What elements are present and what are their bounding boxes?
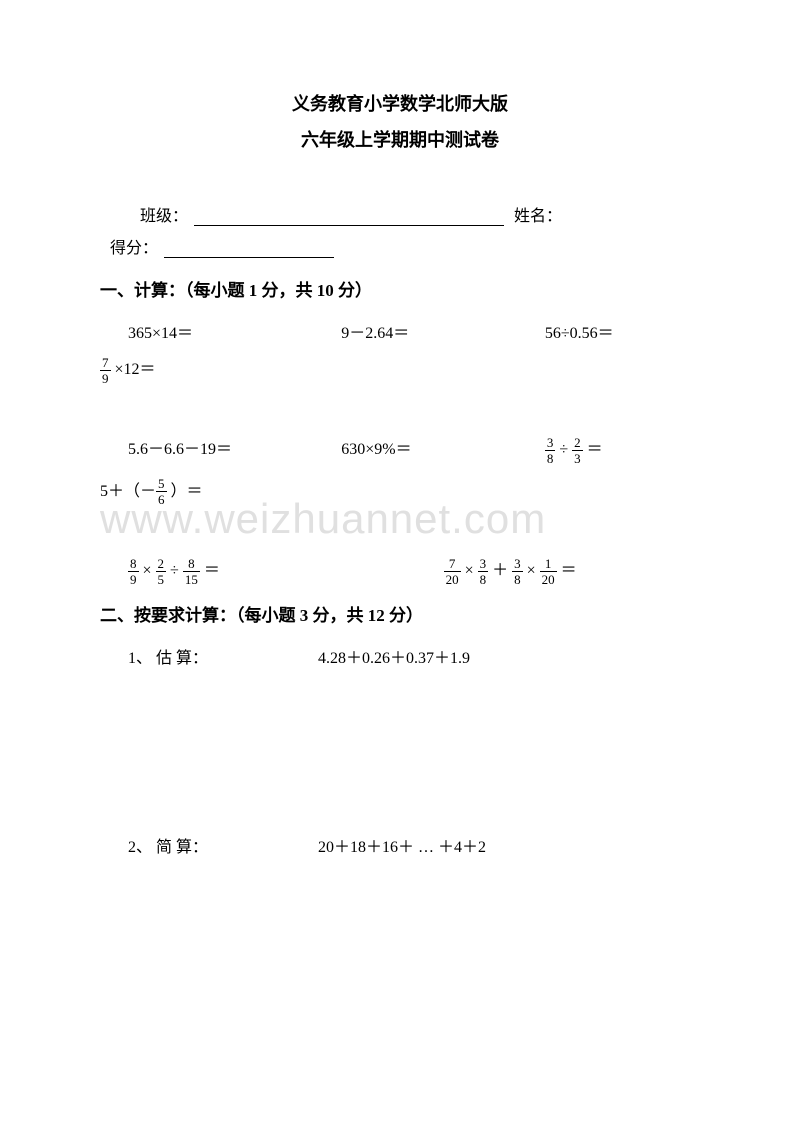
problem-2-2: 630×9%＝	[341, 435, 545, 465]
problem-row-1: 365×14＝ 9－2.64＝ 56÷0.56＝	[100, 319, 700, 343]
problem-row-1b: 79 ×12＝	[100, 355, 700, 385]
problem-1-2: 9－2.64＝	[341, 319, 545, 343]
problem-2-3: 38 ÷ 23 ＝	[545, 435, 700, 465]
fraction-3-8a: 38	[478, 557, 489, 586]
fraction-5-6: 56	[156, 477, 167, 506]
section-1-header: 一、计算：（每小题 1 分，共 10 分）	[100, 276, 700, 301]
problem-row-2b: 5＋（－56 ）＝	[100, 477, 700, 507]
problem-1-1: 365×14＝	[128, 319, 341, 343]
section-2-p2-expr: 20＋18＋16＋ … ＋4＋2	[318, 833, 486, 857]
fraction-2-5: 25	[156, 557, 167, 586]
document-content: 义务教育小学数学北师大版 六年级上学期期中测试卷 班级： 姓名： 得分： 一、计…	[100, 90, 700, 857]
problem-row-2: 5.6－6.6－19＝ 630×9%＝ 38 ÷ 23 ＝	[100, 435, 700, 465]
info-row-score: 得分：	[100, 234, 700, 258]
score-blank	[164, 257, 334, 258]
fraction-8-9: 89	[128, 557, 139, 586]
page-title-1: 义务教育小学数学北师大版	[100, 90, 700, 116]
fraction-3-8b: 38	[512, 557, 523, 586]
problem-3-1: 89 × 25 ÷ 815 ＝	[128, 556, 444, 586]
problem-1b-rest: ×12＝	[111, 361, 156, 378]
name-label: 姓名：	[514, 208, 562, 225]
fraction-3-8: 38	[545, 436, 556, 465]
fraction-7-20: 720	[444, 557, 461, 586]
fraction-1-20: 120	[540, 557, 557, 586]
problem-1-3: 56÷0.56＝	[545, 319, 700, 343]
section-2-p1-label: 1、 估 算：	[128, 644, 318, 668]
fraction-7-9: 79	[100, 356, 111, 385]
fraction-8-15: 815	[183, 557, 200, 586]
fraction-2-3: 23	[572, 436, 583, 465]
page-title-2: 六年级上学期期中测试卷	[100, 126, 700, 152]
score-label: 得分：	[110, 240, 158, 257]
class-blank	[194, 225, 504, 226]
problem-row-3: 89 × 25 ÷ 815 ＝ 720 × 38 ＋ 38 × 120 ＝	[100, 556, 700, 586]
problem-3-2: 720 × 38 ＋ 38 × 120 ＝	[444, 556, 700, 586]
section-2-p2-label: 2、 简 算：	[128, 833, 318, 857]
info-row-class-name: 班级： 姓名：	[100, 202, 700, 226]
section-2-header: 二、按要求计算：（每小题 3 分，共 12 分）	[100, 601, 700, 626]
problem-2-1: 5.6－6.6－19＝	[128, 435, 341, 465]
section-2-problem-1: 1、 估 算： 4.28＋0.26＋0.37＋1.9	[100, 644, 700, 668]
section-2-p1-expr: 4.28＋0.26＋0.37＋1.9	[318, 644, 470, 668]
section-2-problem-2: 2、 简 算： 20＋18＋16＋ … ＋4＋2	[100, 833, 700, 857]
class-label: 班级：	[140, 208, 188, 225]
